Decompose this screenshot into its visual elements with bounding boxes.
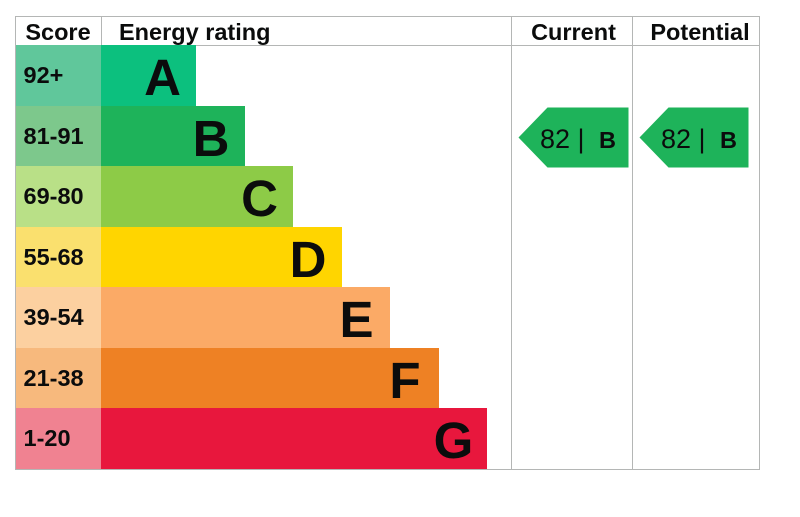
svg-text:82 |: 82 | [661, 124, 706, 154]
svg-text:B: B [720, 127, 737, 153]
svg-text:82 |: 82 | [540, 124, 585, 154]
svg-text:B: B [599, 127, 616, 153]
